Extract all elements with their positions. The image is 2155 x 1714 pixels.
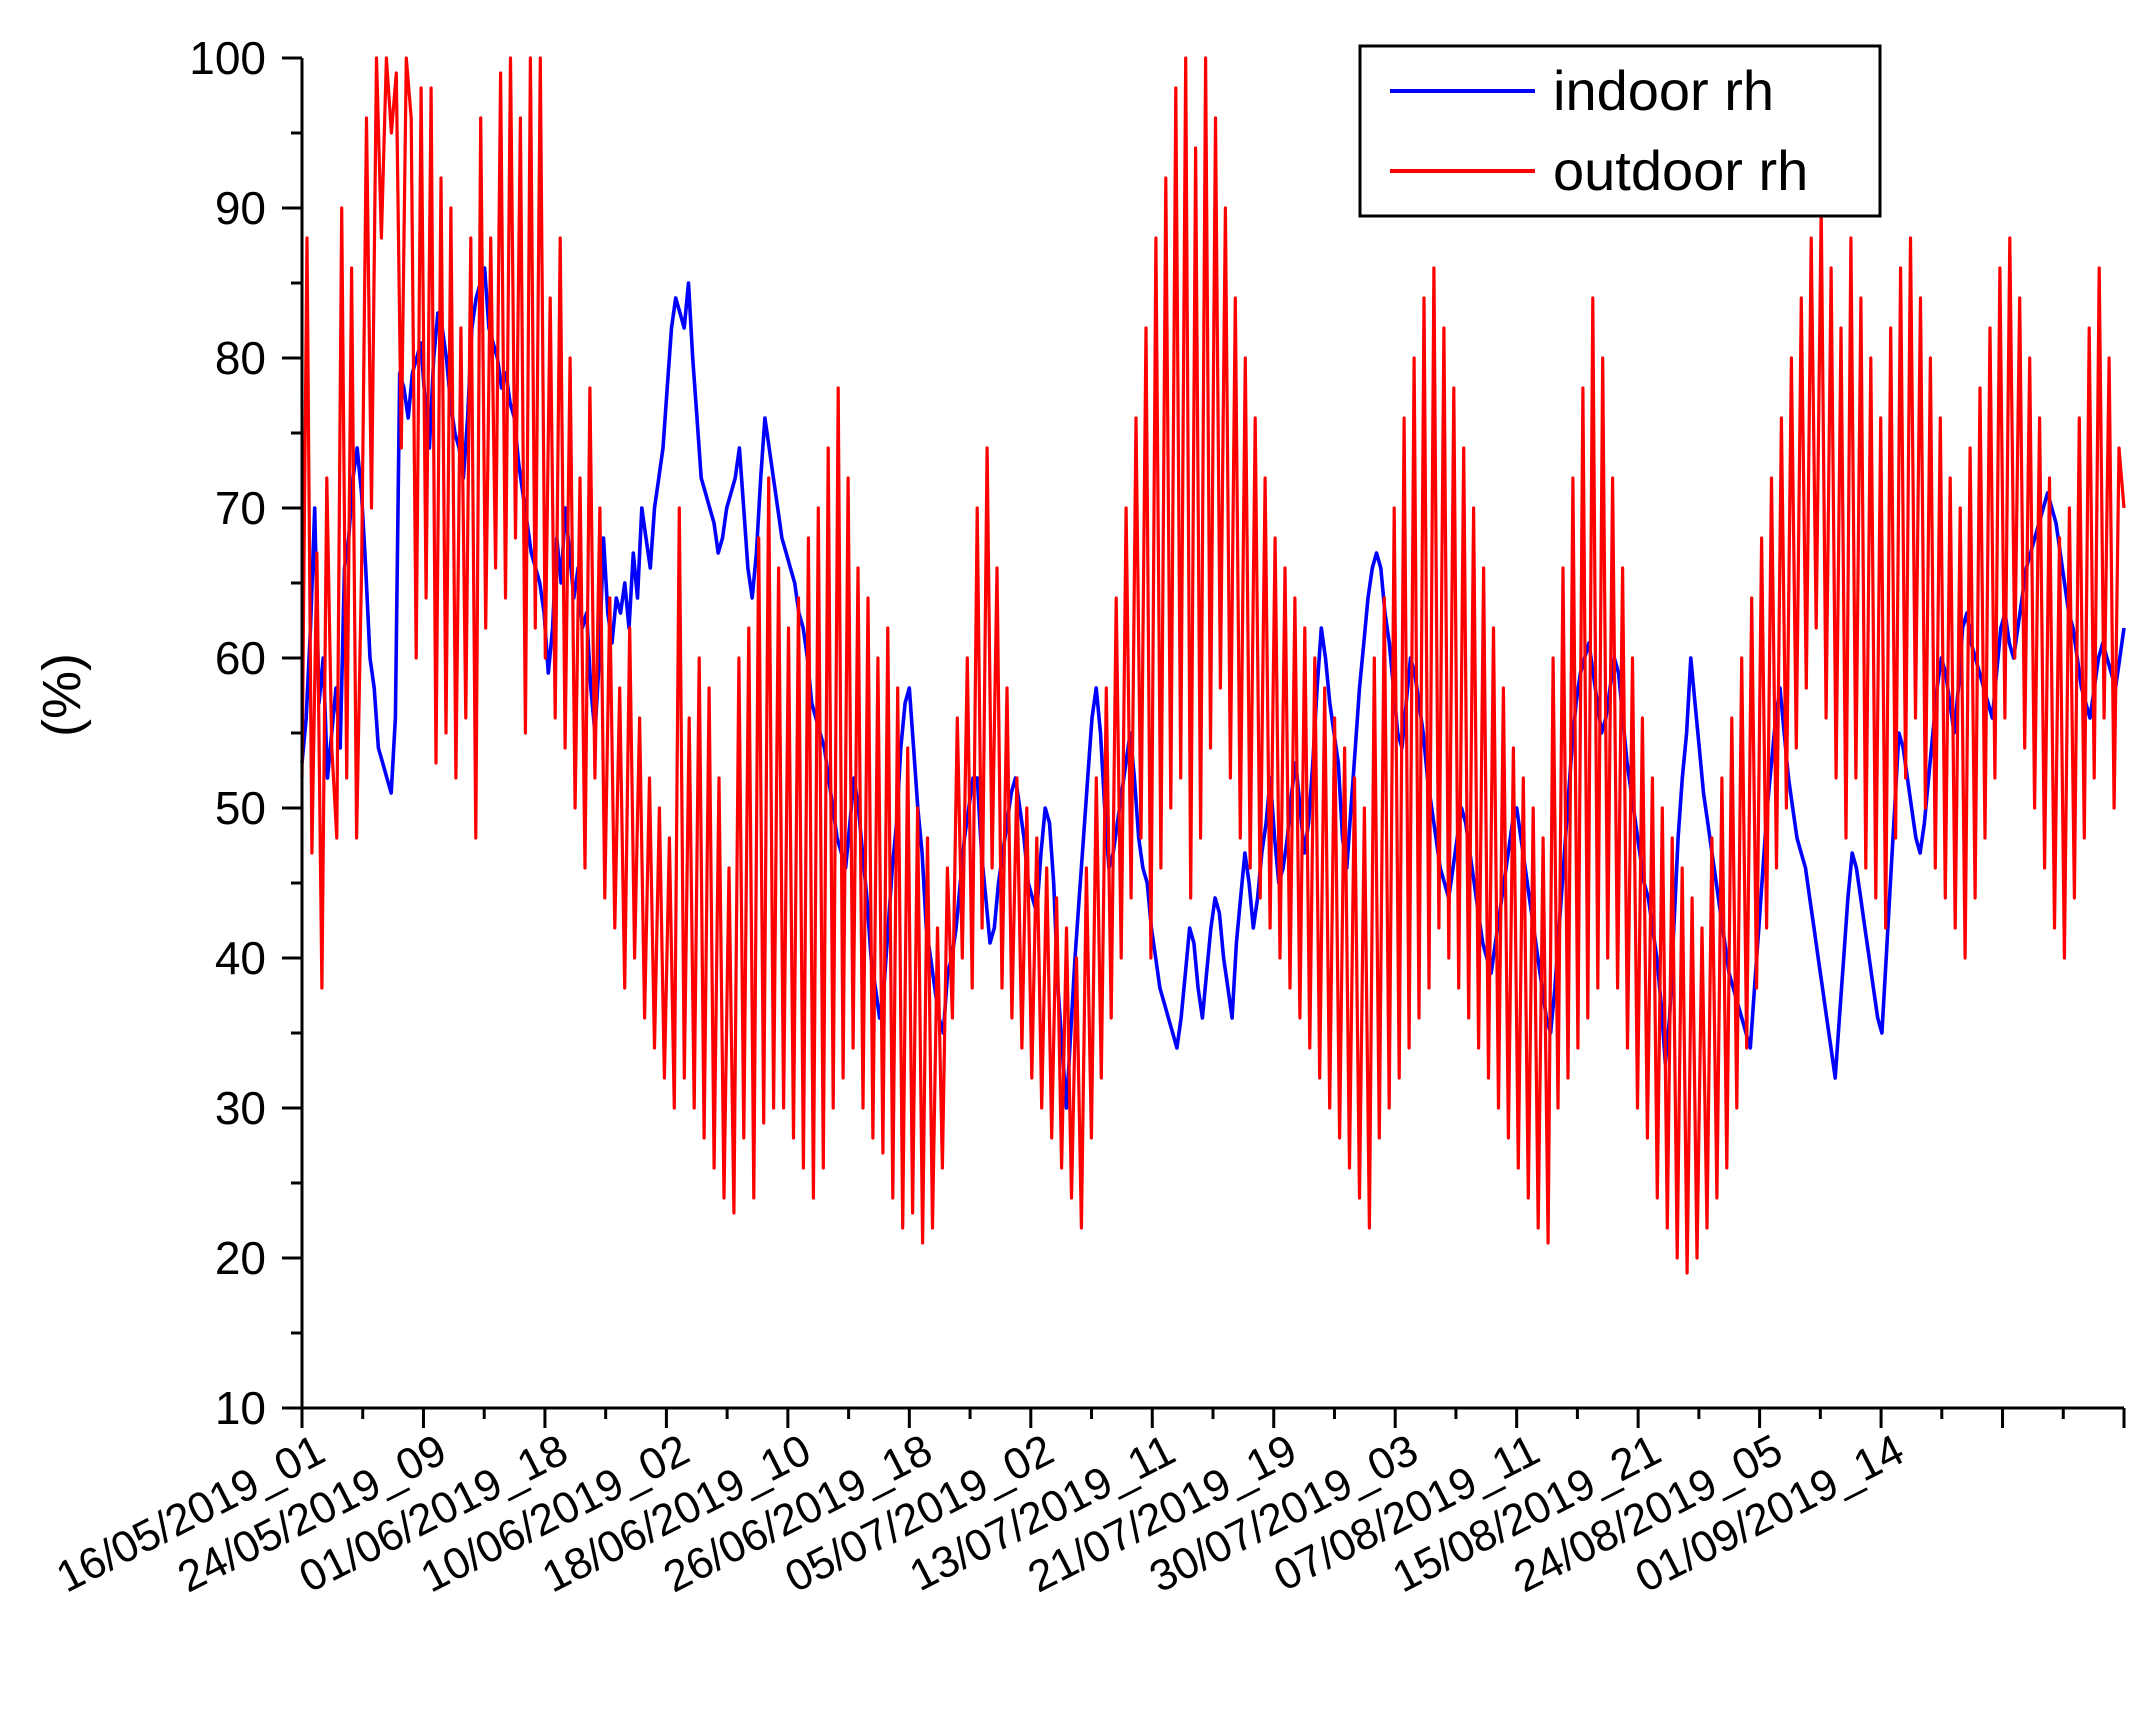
series-line-outdoor <box>300 56 2126 1275</box>
y-tick-label: 90 <box>215 182 266 234</box>
legend-box <box>1358 44 1882 218</box>
y-tick-label: 10 <box>215 1382 266 1434</box>
y-tick-label: 30 <box>215 1082 266 1134</box>
legend: indoor rh outdoor rh <box>1358 44 1882 218</box>
y-tick-label: 20 <box>215 1232 266 1284</box>
y-axis-label: (%) <box>32 653 92 737</box>
series-line-indoor <box>300 266 2126 1110</box>
y-tick-label: 100 <box>189 32 266 84</box>
y-tick-label: 60 <box>215 632 266 684</box>
y-tick-label: 50 <box>215 782 266 834</box>
series-layer <box>300 56 2126 1275</box>
y-tick-label: 80 <box>215 332 266 384</box>
y-tick-label: 40 <box>215 932 266 984</box>
legend-label-outdoor: outdoor rh <box>1553 139 1808 202</box>
y-tick-label: 70 <box>215 482 266 534</box>
legend-label-indoor: indoor rh <box>1553 59 1774 122</box>
